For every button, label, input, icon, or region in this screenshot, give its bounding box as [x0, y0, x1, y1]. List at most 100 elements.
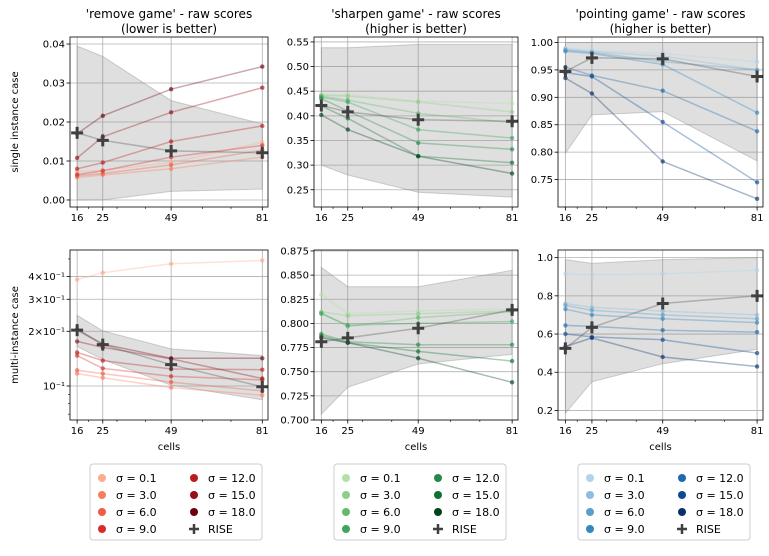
series-point — [660, 354, 665, 360]
legend-entry: σ = 0.1 — [342, 472, 401, 485]
series-point — [509, 171, 515, 176]
series-line — [320, 293, 513, 315]
legends: σ = 0.1 σ = 3.0 σ = 6.0 σ = 9.0 σ = 12.0 σ = … — [89, 463, 751, 541]
y-tick-label: 0.45 — [287, 87, 309, 98]
legend-label: σ = 6.0 — [116, 506, 157, 519]
legend-label: σ = 9.0 — [116, 523, 157, 536]
series-point — [74, 166, 80, 171]
rise-line — [321, 104, 513, 123]
rise-marker — [585, 321, 598, 334]
rise-marker — [412, 113, 425, 126]
series-pointing-single-6 — [563, 75, 760, 201]
series-point — [260, 140, 265, 145]
x-axis-label: cells — [405, 442, 427, 453]
plot-area — [315, 43, 518, 198]
rise-line — [564, 295, 758, 349]
series-rise-pointing-single — [559, 51, 763, 83]
rise-marker — [71, 324, 84, 337]
x-tick-label: 25 — [586, 213, 599, 224]
y-tick-label: 0.825 — [280, 295, 309, 306]
rise-marker — [506, 303, 518, 316]
series-pointing-single-5 — [563, 70, 760, 185]
y-tick-label: 0.850 — [280, 271, 309, 282]
x-tick-label: 49 — [412, 426, 425, 437]
legend-entry: σ = 3.0 — [342, 489, 401, 502]
legend-label: σ = 18.0 — [208, 506, 256, 519]
series-line — [76, 351, 263, 371]
series-line — [76, 144, 263, 176]
rise-marker — [506, 115, 518, 128]
y-tick-label: 2×10⁻¹ — [28, 327, 65, 338]
y-tick-label: 0.725 — [280, 391, 309, 402]
series-point — [168, 162, 174, 168]
plot-area — [71, 45, 268, 201]
series-point — [100, 168, 106, 173]
y-ticks: 0.00 0.01 0.02 0.03 0.04 — [43, 40, 70, 206]
axes-frame — [69, 249, 269, 421]
series-point — [260, 367, 265, 372]
legend-entry: σ = 9.0 — [586, 523, 645, 536]
rise-marker — [341, 105, 354, 118]
rise-marker — [751, 289, 763, 302]
series-point — [589, 91, 595, 96]
series-point — [100, 113, 106, 119]
series-rise-remove-multi — [71, 324, 268, 393]
rise-marker — [412, 322, 425, 335]
series-point — [345, 323, 350, 328]
series-point — [509, 101, 515, 106]
rise-marker — [315, 335, 328, 348]
series-point — [660, 316, 665, 321]
series-line — [321, 94, 513, 113]
legend-marker — [586, 491, 594, 499]
y-tick-label: 1.0 — [537, 253, 553, 264]
legend-label: σ = 3.0 — [116, 489, 157, 502]
series-point — [754, 320, 760, 325]
legend-marker — [342, 525, 350, 533]
x-tick-label: 16 — [71, 213, 84, 224]
y-tick-label: 0.700 — [280, 416, 309, 427]
series-point — [589, 74, 595, 79]
legend-label: RISE — [696, 523, 721, 536]
legend-label: σ = 0.1 — [116, 472, 157, 485]
series-point — [260, 356, 265, 361]
series-point — [168, 110, 174, 115]
series-line — [565, 71, 758, 183]
series-point — [509, 135, 515, 141]
series-rise-pointing-multi — [559, 289, 763, 355]
legend-label: RISE — [208, 523, 233, 536]
series-point — [100, 371, 106, 376]
series-point — [260, 85, 265, 90]
series-point — [168, 87, 174, 92]
series-point — [660, 159, 665, 164]
x-tick-label: 81 — [256, 426, 269, 437]
legend-entry: σ = 3.0 — [586, 489, 645, 502]
series-point — [660, 328, 665, 333]
x-tick-label: 25 — [341, 426, 354, 437]
series-point — [100, 160, 106, 165]
legend-entry: σ = 18.0 — [434, 506, 500, 519]
legend-entry: RISE — [189, 523, 233, 536]
series-point — [319, 112, 324, 118]
series-line — [565, 77, 758, 200]
y-tick-label: 0.80 — [531, 148, 553, 159]
legend-label: σ = 12.0 — [452, 472, 500, 485]
series-point — [74, 155, 80, 161]
legend-marker — [190, 474, 198, 482]
legend-label: σ = 0.1 — [360, 472, 401, 485]
series-line — [565, 49, 758, 71]
series-point — [100, 366, 106, 371]
y-tick-label: 4×10⁻¹ — [28, 272, 65, 283]
x-ticks: 16 25 49 81 — [315, 207, 518, 224]
series-point — [563, 323, 568, 328]
series-line — [76, 125, 263, 170]
legend-marker — [342, 474, 350, 482]
panel-pointing-single: 16 25 49 81 0.75 0.80 0.85 0.90 0.95 1.00 — [531, 36, 763, 224]
y-tick-label: 0.01 — [43, 156, 65, 167]
x-tick-label: 25 — [96, 426, 109, 437]
y-tick-label: 0.55 — [287, 37, 309, 48]
legend-entry: σ = 9.0 — [98, 523, 157, 536]
series-pointing-multi-5 — [563, 331, 760, 356]
chart-subtitle-pointing: (higher is better) — [610, 22, 712, 36]
series-line — [321, 335, 513, 362]
series-line — [565, 50, 758, 114]
